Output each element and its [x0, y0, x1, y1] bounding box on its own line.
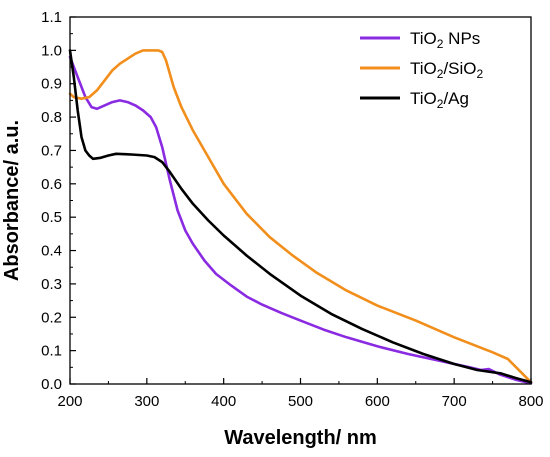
legend: TiO2 NPs TiO2/SiO2 TiO2/Ag: [360, 29, 484, 111]
x-tick-label: 600: [365, 393, 390, 410]
y-tick-label: 1.1: [41, 9, 62, 26]
x-tick-label: 400: [211, 393, 236, 410]
x-tick-label: 800: [518, 393, 543, 410]
x-tick-label: 500: [288, 393, 313, 410]
legend-label-1: TiO2 NPs: [410, 29, 480, 51]
plot-frame: [69, 16, 532, 385]
y-tick-label: 0.1: [41, 343, 62, 360]
y-tick-label: 0.3: [41, 276, 62, 293]
y-tick-label: 0.5: [41, 209, 62, 226]
series-line-3: [68, 49, 533, 384]
y-axis-title: Absorbance/ a.u.: [1, 120, 23, 281]
ticks-layer: 200 300 400 500 600 700 800 0.0 0.1 0.2 0.3 0.4 0.5 0…: [41, 9, 543, 410]
y-tick-label: 0.9: [41, 76, 62, 93]
y-tick-label: 0.7: [41, 142, 62, 159]
y-tick-label: 0.2: [41, 309, 62, 326]
y-tick-label: 0.0: [41, 376, 62, 393]
series-line-2: [68, 49, 533, 384]
y-tick-label: 0.8: [41, 109, 62, 126]
x-tick-label: 700: [442, 393, 467, 410]
x-axis-title: Wavelength/ nm: [224, 427, 377, 449]
legend-label-2: TiO2/SiO2: [410, 59, 484, 81]
legend-label-3: TiO2/Ag: [410, 89, 469, 111]
series-layer: [68, 49, 533, 385]
x-tick-label: 300: [134, 393, 159, 410]
y-tick-label: 0.6: [41, 176, 62, 193]
y-tick-label: 0.4: [41, 243, 62, 260]
y-tick-label: 1.0: [41, 42, 62, 59]
x-tick-label: 200: [57, 393, 82, 410]
